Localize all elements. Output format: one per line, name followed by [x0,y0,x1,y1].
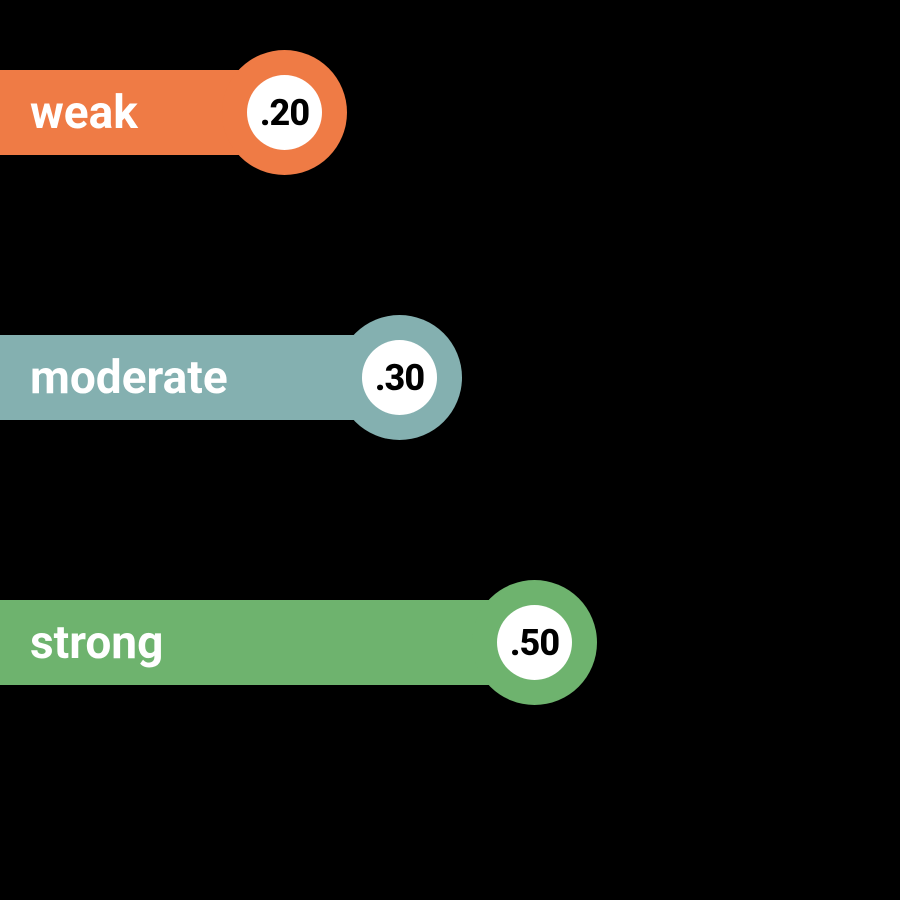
bar-label: weak [30,86,138,140]
circle-cap: .30 [337,315,462,440]
bar-strong: strong [0,600,535,685]
value-text: .30 [375,357,424,399]
bar-label: strong [30,616,163,670]
bar-label: moderate [30,351,228,405]
circle-cap: .20 [222,50,347,175]
value-text: .20 [260,92,309,134]
bar-row-strong: strong .50 [0,580,900,705]
correlation-strength-chart: weak .20 moderate .30 strong .50 [0,50,900,845]
value-text: .50 [510,622,559,664]
value-circle: .30 [362,340,437,415]
value-circle: .50 [497,605,572,680]
circle-cap: .50 [472,580,597,705]
value-circle: .20 [247,75,322,150]
bar-row-moderate: moderate .30 [0,315,900,440]
bar-row-weak: weak .20 [0,50,900,175]
